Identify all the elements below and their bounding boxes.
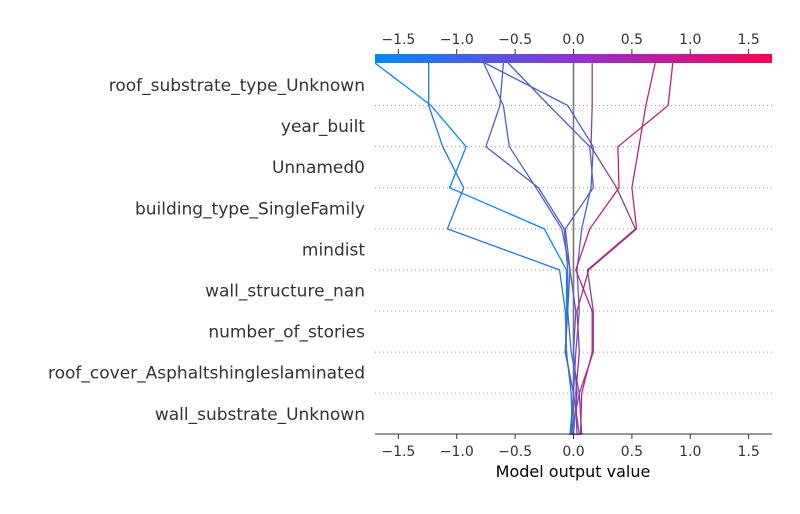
x-axis-title: Model output value [496, 462, 651, 481]
feature-label: wall_substrate_Unknown [155, 405, 365, 425]
feature-label: roof_substrate_type_Unknown [109, 76, 365, 96]
x-tick-label-bottom: 0.5 [621, 444, 643, 460]
feature-label: Unnamed0 [272, 158, 365, 178]
x-tick-label-bottom: 0.0 [562, 444, 584, 460]
feature-label: wall_structure_nan [205, 282, 365, 302]
series-line [484, 62, 594, 436]
series-line [374, 62, 575, 436]
series-line [573, 63, 637, 436]
x-tick-label-top: 1.0 [679, 32, 701, 48]
axes-layer: −1.5 −1.5 −1.0 −1.0 −0.5 −0.5 0.0 0.0 0.5 0.5 1.0 1… [375, 32, 772, 460]
feature-label: number_of_stories [208, 323, 365, 343]
series-line [428, 63, 574, 436]
series-line [485, 62, 575, 436]
x-tick-label-top: −1.5 [381, 32, 415, 48]
x-tick-label-top: −1.0 [440, 32, 474, 48]
x-tick-label-top: −0.5 [498, 32, 532, 48]
x-tick-label-top: 1.5 [738, 32, 760, 48]
series-line [573, 62, 674, 436]
series-line [573, 62, 656, 436]
feature-label: year_built [281, 117, 365, 137]
x-tick-label-bottom: 1.0 [679, 444, 701, 460]
x-tick-label-bottom: 1.5 [738, 444, 760, 460]
colorbar [375, 54, 772, 63]
series-lines-layer [374, 62, 674, 436]
series-line [507, 62, 594, 436]
x-tick-label-top: 0.5 [621, 32, 643, 48]
series-line [483, 62, 580, 436]
colorbar-layer [375, 54, 772, 63]
feature-label: mindist [302, 240, 365, 260]
feature-labels-layer: roof_substrate_type_Unknown year_built Unn… [48, 76, 365, 425]
x-tick-label-bottom: −1.5 [381, 444, 415, 460]
x-tick-label-bottom: −0.5 [498, 444, 532, 460]
x-tick-label-top: 0.0 [562, 32, 584, 48]
feature-label: roof_cover_Asphaltshingleslaminated [48, 364, 365, 384]
x-tick-label-bottom: −1.0 [440, 444, 474, 460]
feature-label: building_type_SingleFamily [135, 199, 365, 219]
